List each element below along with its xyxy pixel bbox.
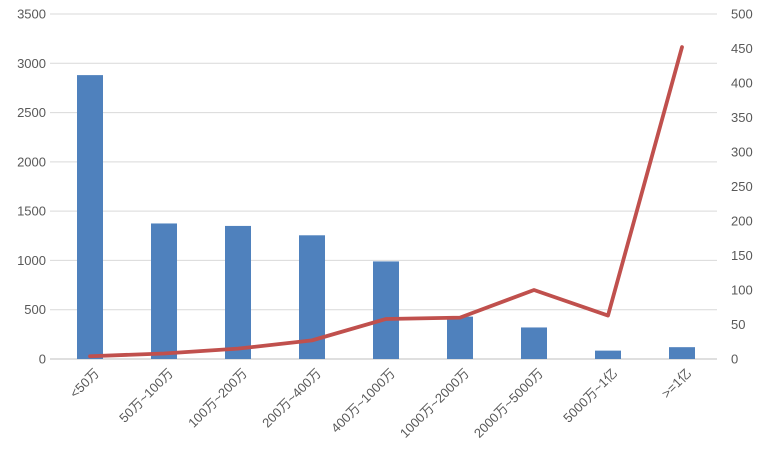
x-axis-category-label: >=1亿 [658, 366, 694, 402]
right-axis-tick-label: 400 [731, 76, 753, 91]
right-axis-tick-label: 500 [731, 7, 753, 22]
right-axis-tick-label: 450 [731, 41, 753, 56]
bar [447, 316, 473, 359]
left-axis-tick-label: 1500 [17, 204, 46, 219]
left-axis-tick-label: 2500 [17, 105, 46, 120]
bar [373, 261, 399, 359]
x-axis-category-label: <50万 [67, 366, 102, 401]
bar [595, 350, 621, 359]
bar [225, 225, 251, 359]
left-axis-tick-label: 500 [24, 302, 46, 317]
left-axis-tick-label: 3500 [17, 7, 46, 22]
left-axis-tick-label: 3000 [17, 56, 46, 71]
x-axis-category-label: 400万~1000万 [328, 366, 398, 436]
x-axis-category-label: 1000万~2000万 [397, 366, 472, 441]
right-axis-tick-label: 300 [731, 145, 753, 160]
right-axis-tick-label: 50 [731, 317, 745, 332]
right-axis-tick-label: 0 [731, 352, 738, 367]
left-axis-tick-label: 0 [39, 352, 46, 367]
x-axis-category-label: 50万~100万 [116, 366, 176, 426]
right-axis-tick-label: 100 [731, 283, 753, 298]
bar [521, 327, 547, 359]
x-axis-category-label: 200万~400万 [259, 366, 324, 431]
bar [77, 75, 103, 359]
x-axis-category-label: 5000万~1亿 [560, 366, 620, 426]
right-axis-tick-label: 350 [731, 110, 753, 125]
left-axis-tick-label: 1000 [17, 253, 46, 268]
line-series [88, 45, 684, 359]
left-axis-tick-label: 2000 [17, 154, 46, 169]
x-axis-category-label: 100万~200万 [185, 366, 250, 431]
right-axis-tick-label: 200 [731, 214, 753, 229]
right-axis-tick-label: 250 [731, 179, 753, 194]
bar [151, 223, 177, 359]
x-axis-category-label: 2000万~5000万 [471, 366, 546, 441]
right-axis-tick-label: 150 [731, 248, 753, 263]
bar [669, 347, 695, 359]
